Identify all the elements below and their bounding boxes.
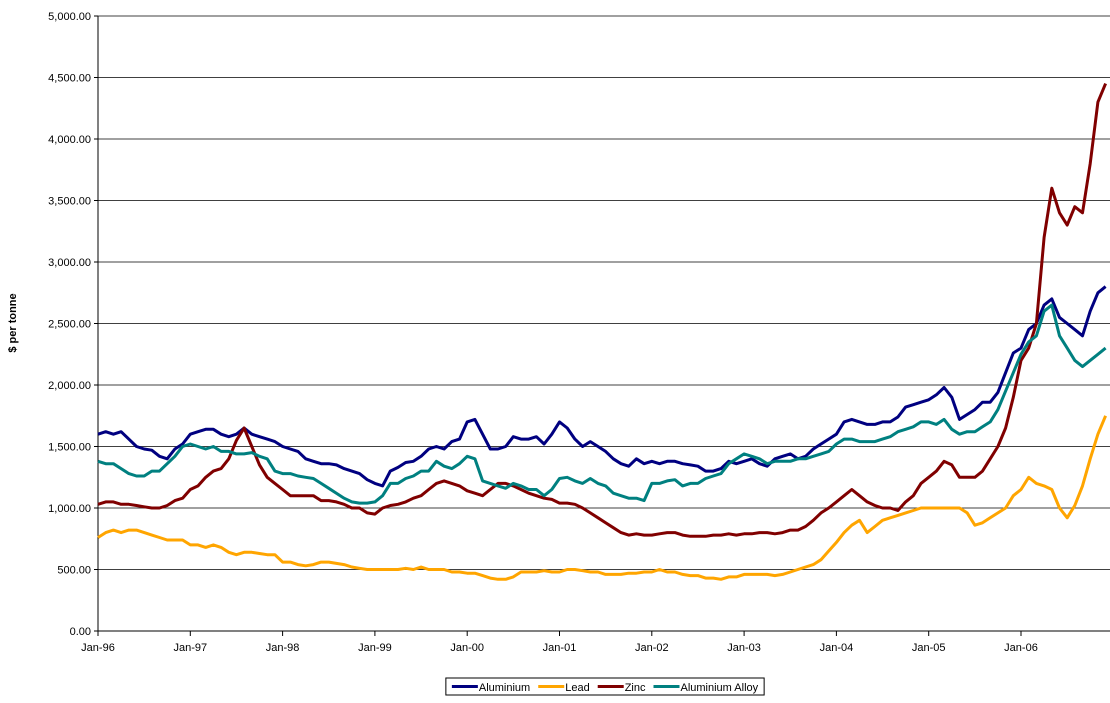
y-tick-label: 4,500.00 (48, 73, 91, 85)
y-tick-label: 3,000.00 (48, 257, 91, 269)
x-tick-label: Jan-96 (81, 642, 115, 654)
line-series (97, 415, 1107, 581)
y-tick-label: 1,500.00 (48, 442, 91, 454)
y-axis-label: $ per tonne (7, 293, 19, 352)
x-tick-label: Jan-00 (450, 642, 484, 654)
x-tick-label: Jan-06 (1004, 642, 1038, 654)
x-tick-label: Jan-03 (727, 642, 761, 654)
legend-label: Lead (565, 682, 589, 694)
y-tick-label: 0.00 (70, 626, 91, 638)
y-tick-label: 5,000.00 (48, 11, 91, 23)
y-tick-label: 500.00 (57, 565, 91, 577)
x-tick-label: Jan-97 (173, 642, 207, 654)
x-tick-label: Jan-04 (820, 642, 854, 654)
y-tick-label: 1,000.00 (48, 503, 91, 515)
y-tick-label: 3,500.00 (48, 196, 91, 208)
y-tick-label: 4,000.00 (48, 134, 91, 146)
line-series (97, 83, 1107, 538)
x-tick-label: Jan-05 (912, 642, 946, 654)
x-tick-label: Jan-02 (635, 642, 669, 654)
line-series (97, 303, 1107, 505)
legend-label: Zinc (625, 682, 646, 694)
line-series (97, 285, 1107, 488)
legend-label: Aluminium (479, 682, 530, 694)
legend-label: Aluminium Alloy (680, 682, 758, 694)
x-tick-label: Jan-99 (358, 642, 392, 654)
x-tick-label: Jan-01 (543, 642, 577, 654)
y-tick-label: 2,000.00 (48, 380, 91, 392)
legend: Aluminium Lead Zinc Aluminium Alloy (445, 677, 765, 696)
y-tick-label: 2,500.00 (48, 319, 91, 331)
x-tick-label: Jan-98 (266, 642, 300, 654)
